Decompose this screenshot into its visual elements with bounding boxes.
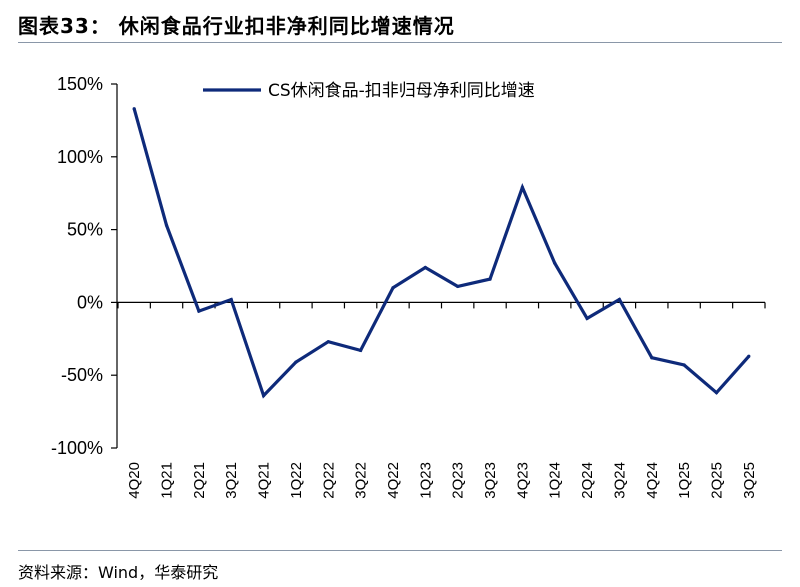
x-tick-label: 3Q25 [741, 462, 758, 499]
y-tick-label: 150% [57, 74, 103, 94]
x-tick-label: 3Q21 [223, 462, 240, 499]
x-tick-label: 1Q25 [676, 462, 693, 499]
series-point [650, 356, 654, 360]
x-tick-label: 1Q21 [159, 462, 176, 499]
x-tick-label: 4Q21 [256, 462, 273, 499]
x-tick-label: 1Q24 [547, 462, 564, 499]
series-layer [132, 107, 751, 399]
series-point [617, 297, 622, 302]
series-point [197, 309, 201, 313]
series-point [164, 223, 169, 227]
x-tick-label: 2Q23 [450, 462, 467, 499]
title-divider [18, 42, 782, 43]
x-tick-label: 2Q25 [708, 462, 725, 499]
x-tick-label: 1Q22 [288, 462, 305, 499]
y-tick-label: 50% [67, 220, 103, 240]
legend: CS休闲食品-扣非归母净利同比增速 [203, 81, 535, 101]
series-point [294, 360, 298, 364]
figure-title: 图表33： 休闲食品行业扣非净利同比增速情况 [18, 14, 455, 38]
y-tick-label: 0% [77, 292, 103, 312]
x-tick-label: 4Q24 [644, 462, 661, 499]
legend-label: CS休闲食品-扣非归母净利同比增速 [268, 81, 535, 101]
y-tick-label: 100% [57, 147, 103, 167]
x-tick-label: 4Q23 [514, 462, 531, 499]
x-tick-label: 4Q20 [126, 462, 143, 499]
x-tick-label: 3Q23 [482, 462, 499, 499]
series-point [229, 297, 233, 302]
series-point [585, 316, 589, 321]
source-divider [18, 550, 782, 551]
series-point [132, 107, 136, 111]
y-tick-label: -50% [61, 365, 103, 385]
series-point [326, 340, 330, 344]
series-point [520, 185, 524, 189]
series-point [553, 261, 557, 265]
source-note: 资料来源：Wind，华泰研究 [18, 563, 219, 582]
x-tick-label: 3Q24 [611, 462, 628, 499]
series-point [747, 354, 751, 358]
series-point [391, 286, 395, 290]
series-line [132, 108, 750, 399]
y-tick-label: -100% [51, 438, 103, 458]
x-tick-label: 3Q22 [353, 462, 370, 499]
series-point [714, 391, 719, 395]
series-point [488, 277, 492, 281]
y-axis: 150% 100% 50% 0% -50% -100% [51, 74, 118, 458]
series-point [682, 363, 686, 367]
x-tick-label: 2Q22 [320, 462, 337, 499]
series-point [359, 348, 363, 353]
line-chart: 150%100%50%0%-50%-100% 4Q20 1Q21 2Q21 3Q21 4… [51, 74, 766, 499]
series-point [261, 393, 266, 398]
x-axis: 4Q20 1Q21 2Q21 3Q21 4Q21 1Q22 2Q22 3Q22 4Q22 1Q23… [117, 301, 766, 499]
series-point [456, 284, 460, 288]
x-tick-label: 2Q21 [191, 462, 208, 499]
series-point [423, 265, 427, 270]
x-tick-label: 1Q23 [417, 462, 434, 499]
x-tick-label: 2Q24 [579, 462, 596, 499]
x-tick-label: 4Q22 [385, 462, 402, 499]
